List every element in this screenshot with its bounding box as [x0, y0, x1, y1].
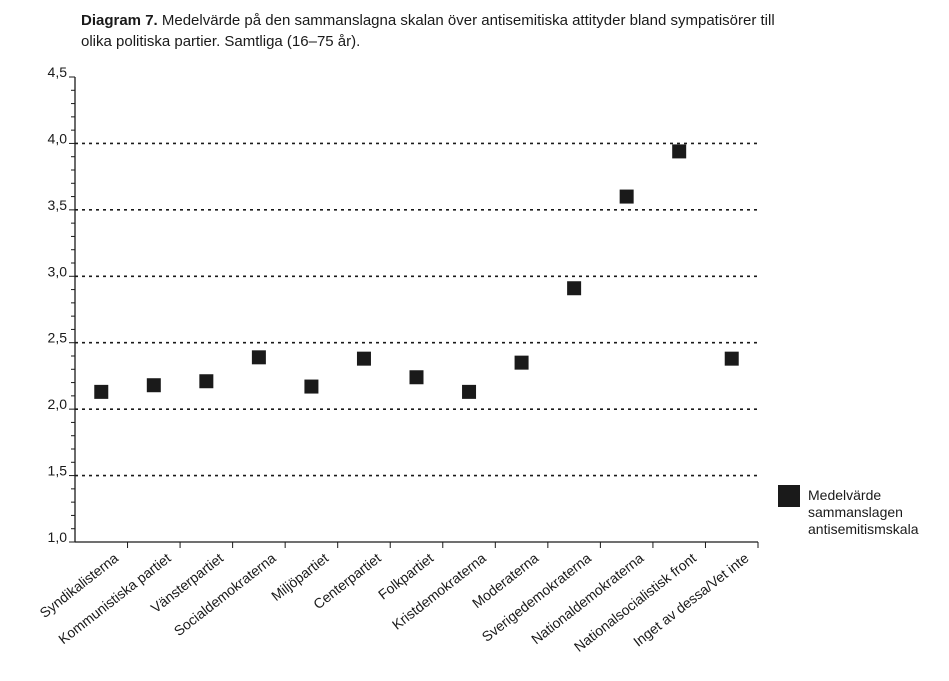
legend-label-line-1: sammanslagen	[808, 504, 903, 520]
caption-label: Diagram 7.	[81, 12, 158, 29]
axes	[74, 77, 758, 543]
y-tick-label-7: 4,5	[48, 64, 68, 80]
y-tick-label-3: 2,5	[48, 330, 68, 346]
x-axis-ticks	[127, 542, 759, 548]
legend-label-line-0: Medelvärde	[808, 487, 881, 503]
data-point-0	[94, 384, 109, 399]
legend: Medelvärde sammanslagen antisemitismskala	[778, 485, 919, 537]
chart-caption: Diagram 7. Medelvärde på den sammanslagn…	[81, 10, 801, 52]
y-tick-label-5: 3,5	[48, 197, 68, 213]
legend-marker	[778, 485, 800, 507]
data-point-4	[304, 379, 319, 394]
grid-lines	[75, 142, 758, 477]
y-axis-labels: 1,0 1,5 2,0 2,5 3,0 3,5 4,0 4,5	[48, 64, 68, 545]
data-point-7	[462, 384, 477, 399]
data-point-5	[356, 351, 371, 366]
y-tick-label-1: 1,5	[48, 463, 68, 479]
data-point-6	[409, 370, 424, 385]
data-points	[94, 144, 739, 399]
x-category-label-7: Kristdemokraterna	[389, 550, 489, 633]
data-point-2	[199, 374, 214, 389]
y-tick-label-2: 2,0	[48, 396, 68, 412]
data-point-8	[514, 355, 529, 370]
data-point-10	[619, 189, 634, 204]
legend-label: Medelvärde sammanslagen antisemitismskala	[808, 487, 919, 537]
y-tick-label-6: 4,0	[48, 130, 68, 146]
data-point-12	[724, 351, 739, 366]
y-tick-label-0: 1,0	[48, 529, 68, 545]
data-point-3	[251, 350, 266, 365]
data-point-11	[672, 144, 687, 159]
data-point-1	[146, 378, 161, 393]
y-tick-label-4: 3,0	[48, 263, 68, 279]
caption-text: Medelvärde på den sammanslagna skalan öv…	[81, 12, 775, 50]
y-axis-ticks	[69, 76, 75, 543]
data-point-9	[567, 281, 582, 296]
legend-label-line-2: antisemitismskala	[808, 521, 919, 537]
